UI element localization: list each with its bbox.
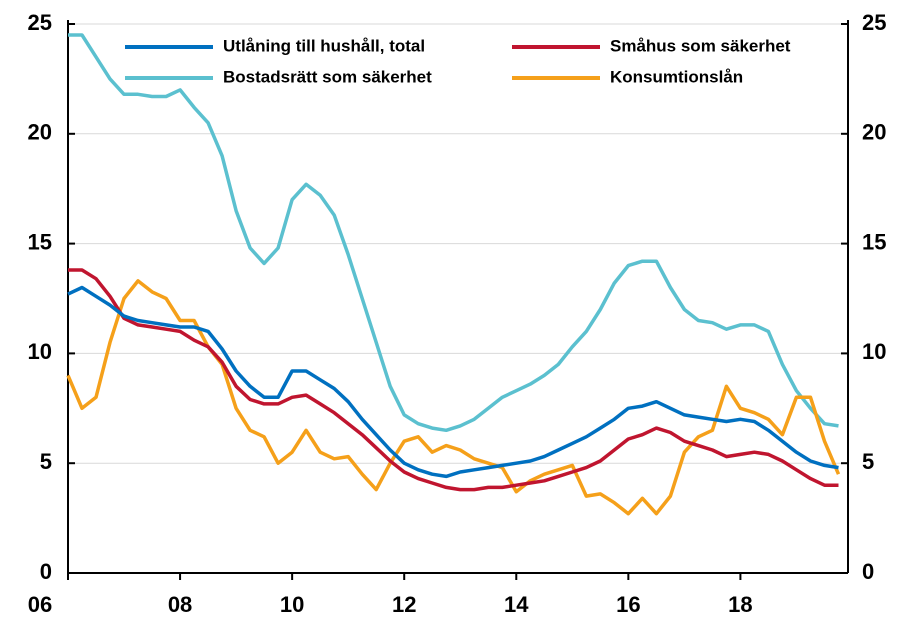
y-tick-label: 10 bbox=[28, 339, 52, 364]
y-tick-label: 20 bbox=[28, 120, 52, 145]
series-line bbox=[68, 268, 839, 492]
series-line bbox=[68, 33, 839, 433]
y-tick-label: 0 bbox=[40, 559, 52, 584]
y-tick-label: 5 bbox=[40, 449, 52, 474]
x-tick-label: 18 bbox=[728, 592, 752, 617]
y2-tick-label: 25 bbox=[862, 10, 886, 35]
y-tick-label: 25 bbox=[28, 10, 52, 35]
x-tick-label: 06 bbox=[28, 592, 52, 617]
series-line bbox=[67, 285, 839, 479]
x-tick-label: 12 bbox=[392, 592, 416, 617]
y2-tick-label: 5 bbox=[862, 449, 874, 474]
legend-label: Bostadsrätt som säkerhet bbox=[223, 67, 432, 86]
y-tick-label: 15 bbox=[28, 229, 52, 254]
y2-tick-label: 20 bbox=[862, 120, 886, 145]
x-tick-label: 10 bbox=[280, 592, 304, 617]
legend-label: Konsumtionslån bbox=[610, 67, 743, 86]
series-line bbox=[66, 279, 841, 516]
y2-tick-label: 0 bbox=[862, 559, 874, 584]
y2-tick-label: 15 bbox=[862, 229, 886, 254]
x-tick-label: 14 bbox=[504, 592, 529, 617]
legend-label: Småhus som säkerhet bbox=[610, 36, 791, 55]
x-tick-label: 16 bbox=[616, 592, 640, 617]
x-tick-label: 08 bbox=[168, 592, 192, 617]
legend-label: Utlåning till hushåll, total bbox=[223, 36, 425, 55]
y2-tick-label: 10 bbox=[862, 339, 886, 364]
